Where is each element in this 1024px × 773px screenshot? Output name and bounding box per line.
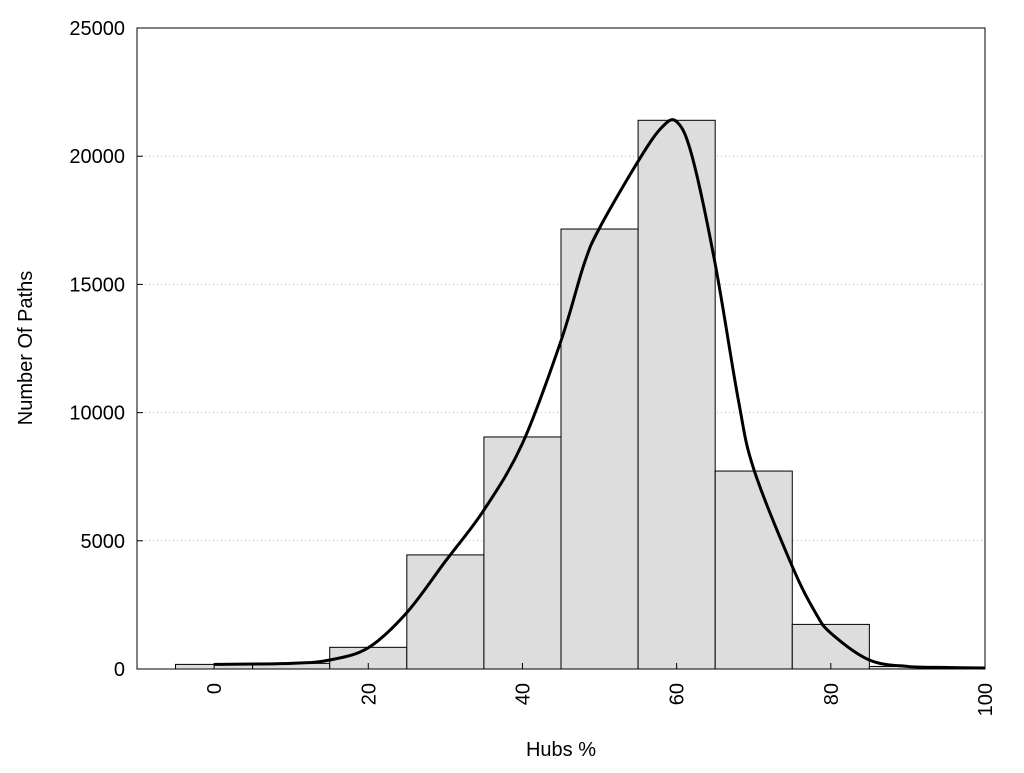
x-tick-label: 80 [821, 683, 843, 705]
bar [637, 119, 716, 670]
x-axis-label: Hubs % [526, 739, 596, 761]
bar [483, 436, 562, 670]
bars [175, 119, 947, 670]
x-tick-label: 0 [204, 683, 226, 694]
bar [791, 623, 870, 670]
plot-frame [136, 27, 986, 670]
y-tick-label: 20000 [69, 146, 125, 168]
x-tick-label: 60 [667, 683, 689, 705]
bar [406, 554, 485, 670]
y-tick-label: 10000 [69, 403, 125, 425]
bar [714, 470, 793, 670]
bar [560, 228, 639, 670]
y-tick-label: 25000 [69, 18, 125, 40]
x-axis-ticks: 0 20 40 60 80 100 [204, 663, 997, 716]
x-tick-label: 20 [358, 683, 380, 705]
x-tick-label: 100 [975, 683, 997, 716]
curve-line [214, 118, 986, 670]
y-axis-label: Number Of Paths [15, 271, 37, 426]
density-curve [214, 118, 986, 670]
y-tick-label: 15000 [69, 274, 125, 296]
y-tick-label: 5000 [81, 531, 126, 553]
x-tick-label: 40 [512, 683, 534, 705]
y-tick-label: 0 [114, 659, 125, 681]
y-axis-ticks: 0 5000 10000 15000 20000 25000 [69, 18, 143, 681]
